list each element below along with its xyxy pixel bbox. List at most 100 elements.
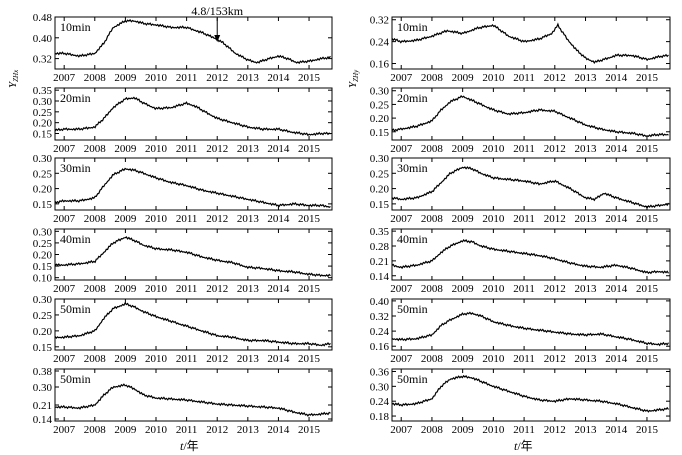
y-tick-label: 0.36: [370, 366, 390, 378]
x-axis-label-right-unit: /年: [517, 439, 532, 453]
plot-frame: [391, 157, 671, 211]
y-tick-label: 0.35: [370, 226, 390, 238]
x-tick-label: 2013: [237, 72, 260, 84]
series-line: [391, 311, 669, 347]
x-tick-label: 2011: [513, 283, 535, 295]
x-tick-label: 2012: [206, 283, 228, 295]
x-tick-label: 2009: [452, 283, 475, 295]
x-tick-label: 2011: [176, 353, 198, 365]
x-tick-label: 2008: [421, 424, 444, 436]
x-tick-label: 2013: [575, 424, 598, 436]
y-tick-label: 0.20: [33, 118, 53, 130]
x-tick-label: 2008: [84, 353, 107, 365]
x-tick-label: 2009: [452, 353, 475, 365]
panel-label: 30min: [397, 161, 428, 175]
y-tick-label: 0.24: [370, 37, 390, 49]
x-tick-label: 2008: [421, 283, 444, 295]
x-tick-label: 2014: [605, 353, 628, 365]
x-tick-label: 2013: [237, 143, 260, 155]
x-tick-label: 2013: [575, 283, 598, 295]
x-tick-label: 2007: [53, 213, 76, 225]
x-tick-label: 2007: [390, 353, 413, 365]
x-tick-label: 2015: [636, 72, 659, 84]
x-tick-label: 2008: [421, 143, 444, 155]
series-line: [54, 167, 331, 209]
x-tick-label: 2010: [482, 72, 505, 84]
y-tick-label: 0.30: [33, 226, 53, 238]
x-tick-label: 2008: [421, 213, 444, 225]
y-tick-label: 0.15: [33, 342, 53, 354]
y-tick-label: 0.30: [370, 86, 390, 98]
x-tick-label: 2012: [206, 424, 228, 436]
panels: 0.48 0.40 0.32 2007 2008 2009 2010 2011 2012 2013…: [33, 4, 671, 436]
series-line: [391, 374, 669, 413]
plot-frame: [391, 368, 671, 422]
x-tick-label: 2014: [267, 353, 290, 365]
x-axis-label-left-var: t: [180, 439, 184, 453]
x-tick-label: 2010: [145, 213, 168, 225]
x-tick-label: 2009: [452, 72, 475, 84]
x-tick-label: 2010: [145, 283, 168, 295]
y-tick-label: 0.32: [370, 15, 389, 27]
x-tick-label: 2008: [84, 424, 107, 436]
y-axis-label-left: YZHx: [7, 69, 20, 88]
x-tick-label: 2009: [114, 143, 137, 155]
series-line: [391, 22, 669, 64]
x-tick-label: 2013: [237, 353, 260, 365]
x-tick-label: 2013: [575, 143, 598, 155]
x-tick-label: 2007: [390, 213, 413, 225]
x-axis-label-left-unit: /年: [183, 439, 198, 453]
x-tick-label: 2010: [145, 353, 168, 365]
x-tick-label: 2007: [53, 143, 76, 155]
x-tick-label: 2012: [544, 72, 566, 84]
y-tick-label: 0.48: [33, 12, 53, 24]
x-tick-label: 2008: [421, 72, 444, 84]
x-tick-label: 2011: [513, 143, 535, 155]
plot-frame: [391, 228, 671, 281]
x-tick-label: 2011: [513, 424, 535, 436]
panel-label: 40min: [397, 232, 428, 246]
y-tick-label: 0.14: [370, 271, 390, 283]
x-tick-label: 2012: [206, 213, 228, 225]
x-tick-label: 2012: [206, 353, 228, 365]
y-tick-label: 0.15: [370, 199, 390, 211]
x-tick-label: 2010: [145, 143, 168, 155]
y-tick-label: 0.32: [33, 54, 52, 66]
x-tick-label: 2012: [544, 424, 566, 436]
panel-label: 20min: [397, 91, 428, 105]
x-tick-label: 2015: [298, 143, 321, 155]
y-tick-label: 0.24: [370, 326, 390, 338]
y-axis-label-left-sub: ZHx: [12, 69, 20, 82]
y-tick-label: 0.40: [370, 296, 390, 308]
panel-label: 50min: [397, 302, 428, 316]
x-tick-label: 2011: [513, 213, 535, 225]
y-tick-label: 0.20: [370, 184, 390, 196]
panel-label: 20min: [60, 91, 91, 105]
x-tick-label: 2015: [636, 143, 659, 155]
x-tick-label: 2008: [84, 213, 107, 225]
x-tick-label: 2014: [605, 213, 628, 225]
y-tick-label: 0.25: [33, 310, 53, 322]
x-tick-label: 2010: [482, 143, 505, 155]
x-tick-label: 2015: [298, 424, 321, 436]
x-tick-label: 2015: [636, 353, 659, 365]
y-tick-label: 0.18: [370, 411, 390, 423]
y-tick-label: 0.30: [33, 382, 53, 394]
x-tick-label: 2007: [390, 283, 413, 295]
plot-frame: [54, 368, 333, 422]
y-tick-label: 0.30: [370, 381, 390, 393]
plot-frame: [391, 298, 671, 351]
x-tick-label: 2012: [206, 72, 228, 84]
panel-label: 30min: [60, 161, 91, 175]
y-axis-label-left-main: Y: [7, 80, 19, 88]
x-tick-label: 2008: [421, 353, 444, 365]
series-line: [54, 18, 331, 65]
x-tick-label: 2009: [114, 283, 137, 295]
panel-label: 10min: [397, 20, 428, 34]
panel-label: 50min: [60, 372, 91, 386]
